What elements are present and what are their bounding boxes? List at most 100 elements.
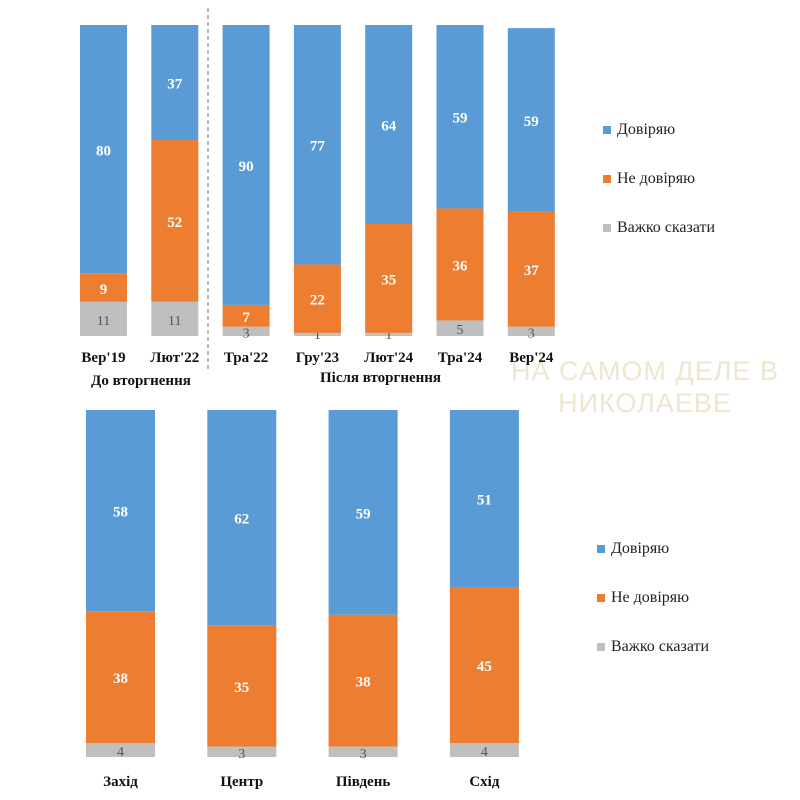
bar-segment-trust	[207, 410, 277, 626]
bar-segment-distrust	[507, 211, 555, 327]
data-label-hard-to-say: 3	[243, 326, 250, 341]
legend-label-hard-to-say: Важко сказати	[617, 219, 716, 236]
legend-label-distrust: Не довіряю	[611, 589, 690, 606]
bar-segment-hard-to-say	[293, 332, 341, 336]
data-label-trust: 62	[234, 512, 249, 528]
legend-item-hard-to-say: Важко сказати	[597, 635, 709, 659]
data-label-hard-to-say: 11	[97, 314, 110, 329]
legend-item-hard-to-say: Важко сказати	[603, 216, 715, 240]
data-label-hard-to-say: 4	[117, 745, 124, 760]
data-label-trust: 37	[167, 77, 183, 93]
bar-segment-hard-to-say	[86, 743, 155, 757]
data-label-distrust: 38	[113, 671, 128, 687]
category-label: Південь	[336, 774, 390, 790]
data-label-trust: 64	[381, 119, 397, 135]
data-label-distrust: 37	[524, 263, 540, 279]
legend-item-trust: Довіряю	[603, 118, 715, 142]
category-label: Лют'22	[150, 350, 199, 366]
data-label-distrust: 35	[381, 272, 396, 288]
category-label: Лют'24	[364, 350, 413, 366]
data-label-hard-to-say: 11	[168, 314, 181, 329]
data-label-trust: 58	[113, 505, 128, 521]
bar-segment-trust	[222, 25, 270, 305]
category-label: Вер'19	[81, 350, 125, 366]
group-label-before-invasion: До вторгнення	[91, 373, 191, 389]
data-label-hard-to-say: 3	[238, 747, 245, 762]
data-label-distrust: 7	[242, 310, 250, 326]
bar-segment-distrust	[436, 208, 484, 321]
data-label-distrust: 52	[167, 215, 182, 231]
bar-segment-hard-to-say	[80, 301, 127, 336]
data-label-hard-to-say: 3	[528, 326, 535, 341]
category-label: Тра'22	[224, 350, 268, 366]
bar-segment-trust	[151, 25, 199, 141]
legend-label-hard-to-say: Важко сказати	[611, 638, 710, 655]
data-label-trust: 59	[356, 506, 371, 522]
bar-segment-distrust	[365, 224, 413, 333]
bar-segment-distrust	[151, 140, 199, 302]
data-label-distrust: 45	[477, 659, 492, 675]
category-label: Центр	[220, 774, 263, 790]
category-label: Схід	[469, 774, 500, 790]
legend-chart2: Довіряю Не довіряю Важко сказати	[597, 537, 709, 684]
bar-segment-hard-to-say	[222, 326, 270, 336]
data-label-hard-to-say: 4	[481, 745, 488, 760]
data-label-hard-to-say: 1	[385, 328, 392, 343]
data-label-trust: 51	[477, 492, 492, 508]
bar-segment-trust	[80, 25, 127, 274]
bar-segment-trust	[293, 25, 341, 265]
bar-segment-trust	[507, 28, 555, 212]
legend-swatch-hard-to-say	[603, 224, 611, 232]
legend-swatch-hard-to-say	[597, 643, 605, 651]
bar-segment-trust	[449, 410, 519, 587]
bar-segment-trust	[86, 410, 155, 612]
bar-segment-hard-to-say	[449, 743, 519, 757]
bar-segment-distrust	[449, 586, 519, 744]
data-label-hard-to-say: 1	[314, 328, 321, 343]
data-label-distrust: 9	[100, 282, 108, 298]
bar-segment-distrust	[207, 625, 277, 747]
data-label-trust: 77	[310, 139, 326, 155]
bar-segment-hard-to-say	[365, 332, 413, 336]
bar-segment-distrust	[86, 611, 155, 744]
category-label: Захід	[103, 774, 138, 790]
data-label-distrust: 36	[453, 258, 469, 274]
bar-segment-trust	[436, 25, 484, 209]
group-label-after-invasion: Після вторгнення	[320, 370, 442, 386]
legend-label-trust: Довіряю	[611, 540, 670, 557]
bar-segment-hard-to-say	[436, 320, 484, 336]
legend-label-distrust: Не довіряю	[617, 170, 696, 187]
bar-segment-hard-to-say	[207, 746, 277, 757]
legend-swatch-trust	[603, 126, 611, 134]
legend-chart1: Довіряю Не довіряю Важко сказати	[603, 118, 715, 265]
data-label-distrust: 35	[234, 680, 249, 696]
legend-swatch-distrust	[603, 175, 611, 183]
data-label-trust: 90	[239, 159, 254, 175]
category-label: Гру'23	[296, 350, 339, 366]
bar-segment-distrust	[293, 264, 341, 333]
category-label: Вер'24	[509, 350, 554, 366]
category-label: Тра'24	[438, 350, 483, 366]
bar-segment-hard-to-say	[507, 326, 555, 336]
legend-item-distrust: Не довіряю	[603, 167, 715, 191]
bar-segment-trust	[328, 410, 398, 615]
bar-segment-trust	[365, 25, 413, 225]
data-label-distrust: 22	[310, 293, 325, 309]
bar-segment-distrust	[222, 304, 270, 327]
legend-swatch-distrust	[597, 594, 605, 602]
legend-swatch-trust	[597, 545, 605, 553]
legend-label-trust: Довіряю	[617, 121, 676, 138]
data-label-trust: 59	[453, 111, 468, 127]
legend-item-trust: Довіряю	[597, 537, 709, 561]
data-label-trust: 80	[96, 143, 111, 159]
bar-segment-hard-to-say	[328, 746, 398, 757]
data-label-hard-to-say: 5	[457, 323, 464, 338]
bar-segment-distrust	[80, 273, 127, 302]
bar-segment-hard-to-say	[151, 301, 199, 336]
data-label-distrust: 38	[356, 675, 371, 691]
data-label-hard-to-say: 3	[360, 747, 367, 762]
data-label-trust: 59	[524, 114, 539, 130]
legend-item-distrust: Не довіряю	[597, 586, 709, 610]
